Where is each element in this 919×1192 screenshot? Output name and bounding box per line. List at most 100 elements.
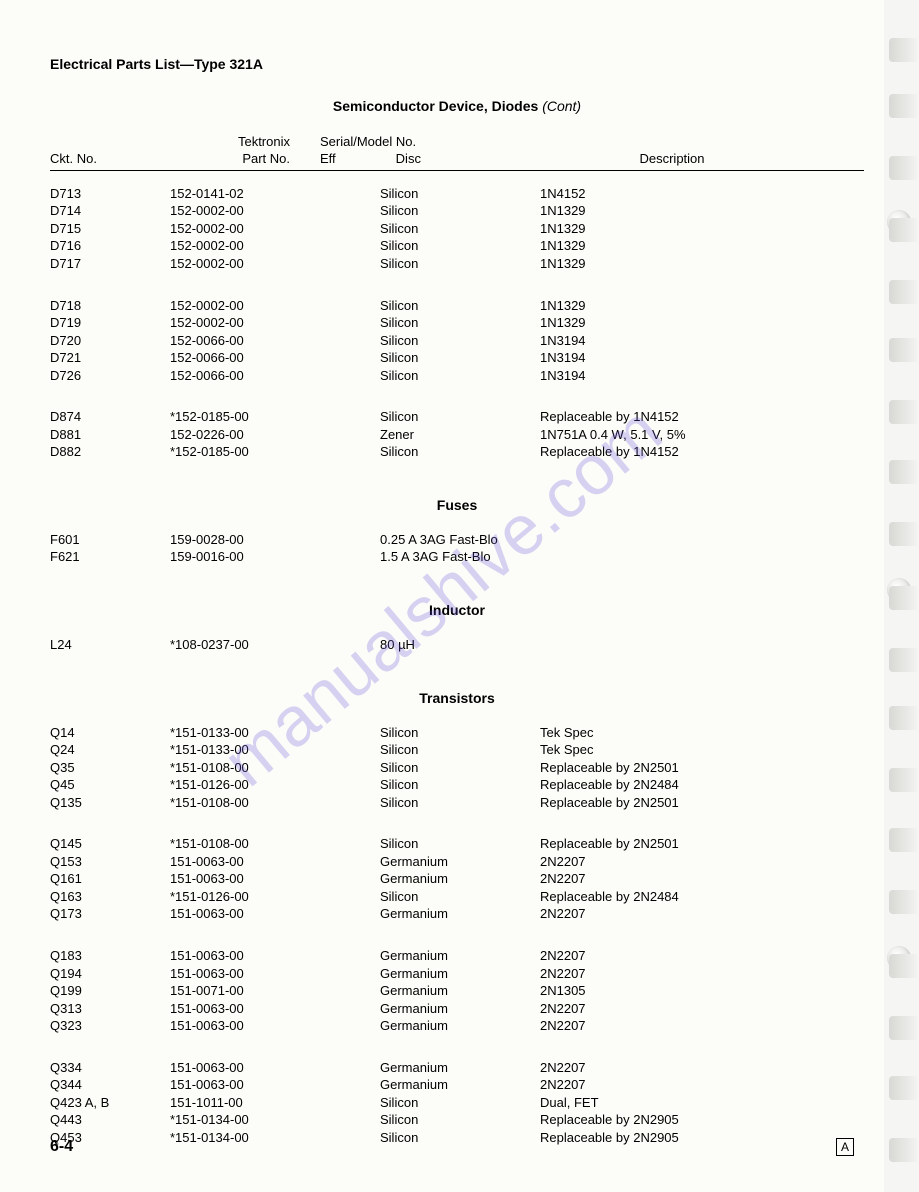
cell-part: *151-0108-00 [170,759,290,777]
spiral-binding [884,0,919,1192]
cell-ckt: Q161 [50,870,170,888]
transistors-title: Transistors [50,690,864,706]
table-row: D718152-0002-00Silicon1N1329 [50,297,864,315]
table-row: D715152-0002-00Silicon1N1329 [50,220,864,238]
table-row: Q153151-0063-00Germanium2N2207 [50,853,864,871]
cell-desc1: Germanium [350,853,500,871]
table-row: Q173151-0063-00Germanium2N2207 [50,905,864,923]
cell-desc1: 0.25 A 3AG Fast-Blo [350,531,500,549]
table-row: Q194151-0063-00Germanium2N2207 [50,965,864,983]
cell-desc2: 1N1329 [500,297,864,315]
cell-ckt: D716 [50,237,170,255]
cell-part: 151-0063-00 [170,905,290,923]
cell-desc1: Silicon [350,794,500,812]
table-row: Q344151-0063-00Germanium2N2207 [50,1076,864,1094]
cell-desc2: 1N1329 [500,314,864,332]
cell-part: 151-0063-00 [170,853,290,871]
cell-desc1: Silicon [350,185,500,203]
cell-ckt: F601 [50,531,170,549]
cell-desc1: Silicon [350,888,500,906]
section-header: Semiconductor Device, Diodes (Cont) [50,98,864,114]
cell-serial [290,947,350,965]
cell-ckt: Q45 [50,776,170,794]
cell-serial [290,982,350,1000]
cell-desc1: Silicon [350,314,500,332]
table-row: L24*108-0237-00 80 µH [50,636,864,654]
cell-desc2: 1N3194 [500,332,864,350]
cell-desc2: 1N3194 [500,349,864,367]
table-row: D716152-0002-00Silicon1N1329 [50,237,864,255]
cell-part: 152-0066-00 [170,349,290,367]
cell-serial [290,220,350,238]
col-part-l2: Part No. [170,151,290,168]
cell-ckt: Q313 [50,1000,170,1018]
cell-desc2: 1N1329 [500,255,864,273]
cell-desc1: Germanium [350,905,500,923]
page-number: 6-4 [50,1138,73,1156]
cell-ckt: Q163 [50,888,170,906]
col-eff: Eff [320,151,336,168]
cell-part: 151-0063-00 [170,1017,290,1035]
table-row: D721152-0066-00Silicon1N3194 [50,349,864,367]
document-page: Electrical Parts List—Type 321A Semicond… [0,0,884,1192]
cell-part: *151-0133-00 [170,724,290,742]
table-row: Q163*151-0126-00SiliconReplaceable by 2N… [50,888,864,906]
table-row: Q145*151-0108-00SiliconReplaceable by 2N… [50,835,864,853]
cell-desc1: 80 µH [350,636,500,654]
cell-ckt: Q344 [50,1076,170,1094]
col-part-l1: Tektronix [170,134,290,151]
cell-serial [290,1059,350,1077]
cell-part: 152-0002-00 [170,202,290,220]
cell-desc1: Silicon [350,759,500,777]
cell-ckt: Q423 A, B [50,1094,170,1112]
cell-serial [290,888,350,906]
cell-serial [290,332,350,350]
cell-desc2: 1N3194 [500,367,864,385]
cell-part: 151-0071-00 [170,982,290,1000]
table-row: D713152-0141-02Silicon1N4152 [50,185,864,203]
cell-serial [290,724,350,742]
table-row: Q423 A, B151-1011-00SiliconDual, FET [50,1094,864,1112]
cell-desc1: Germanium [350,1017,500,1035]
cell-serial [290,905,350,923]
cell-part: *152-0185-00 [170,443,290,461]
table-row: Q135*151-0108-00SiliconReplaceable by 2N… [50,794,864,812]
table-row: D874*152-0185-00SiliconReplaceable by 1N… [50,408,864,426]
table-row: D882*152-0185-00SiliconReplaceable by 1N… [50,443,864,461]
cell-ckt: Q183 [50,947,170,965]
cell-ckt: Q199 [50,982,170,1000]
cell-ckt: Q24 [50,741,170,759]
cell-desc2: 2N2207 [500,1059,864,1077]
fuses-title: Fuses [50,497,864,513]
section-header-italic: (Cont) [542,98,581,114]
cell-ckt: D726 [50,367,170,385]
section-header-bold: Semiconductor Device, Diodes [333,98,538,114]
cell-desc2: Replaceable by 1N4152 [500,408,864,426]
table-row: Q443*151-0134-00SiliconReplaceable by 2N… [50,1111,864,1129]
cell-desc2: Replaceable by 2N2501 [500,759,864,777]
cell-desc2: 2N2207 [500,1017,864,1035]
cell-desc1: Zener [350,426,500,444]
cell-desc2: 1N1329 [500,202,864,220]
cell-ckt: D718 [50,297,170,315]
table-row: D719152-0002-00Silicon1N1329 [50,314,864,332]
cell-part: 152-0066-00 [170,367,290,385]
cell-desc2: 2N2207 [500,947,864,965]
cell-part: 152-0066-00 [170,332,290,350]
cell-serial [290,443,350,461]
cell-part: 151-0063-00 [170,947,290,965]
cell-part: 159-0028-00 [170,531,290,549]
cell-desc2: Replaceable by 2N2905 [500,1111,864,1129]
cell-serial [290,367,350,385]
table-row: D726152-0066-00Silicon1N3194 [50,367,864,385]
table-row: Q35*151-0108-00SiliconReplaceable by 2N2… [50,759,864,777]
cell-part: *108-0237-00 [170,636,290,654]
cell-serial [290,741,350,759]
cell-ckt: D715 [50,220,170,238]
cell-serial [290,870,350,888]
cell-part: *151-0108-00 [170,835,290,853]
cell-ckt: L24 [50,636,170,654]
cell-desc2: 2N1305 [500,982,864,1000]
table-row: F621159-0016-001.5 A 3AG Fast-Blo [50,548,864,566]
cell-part: 152-0002-00 [170,255,290,273]
